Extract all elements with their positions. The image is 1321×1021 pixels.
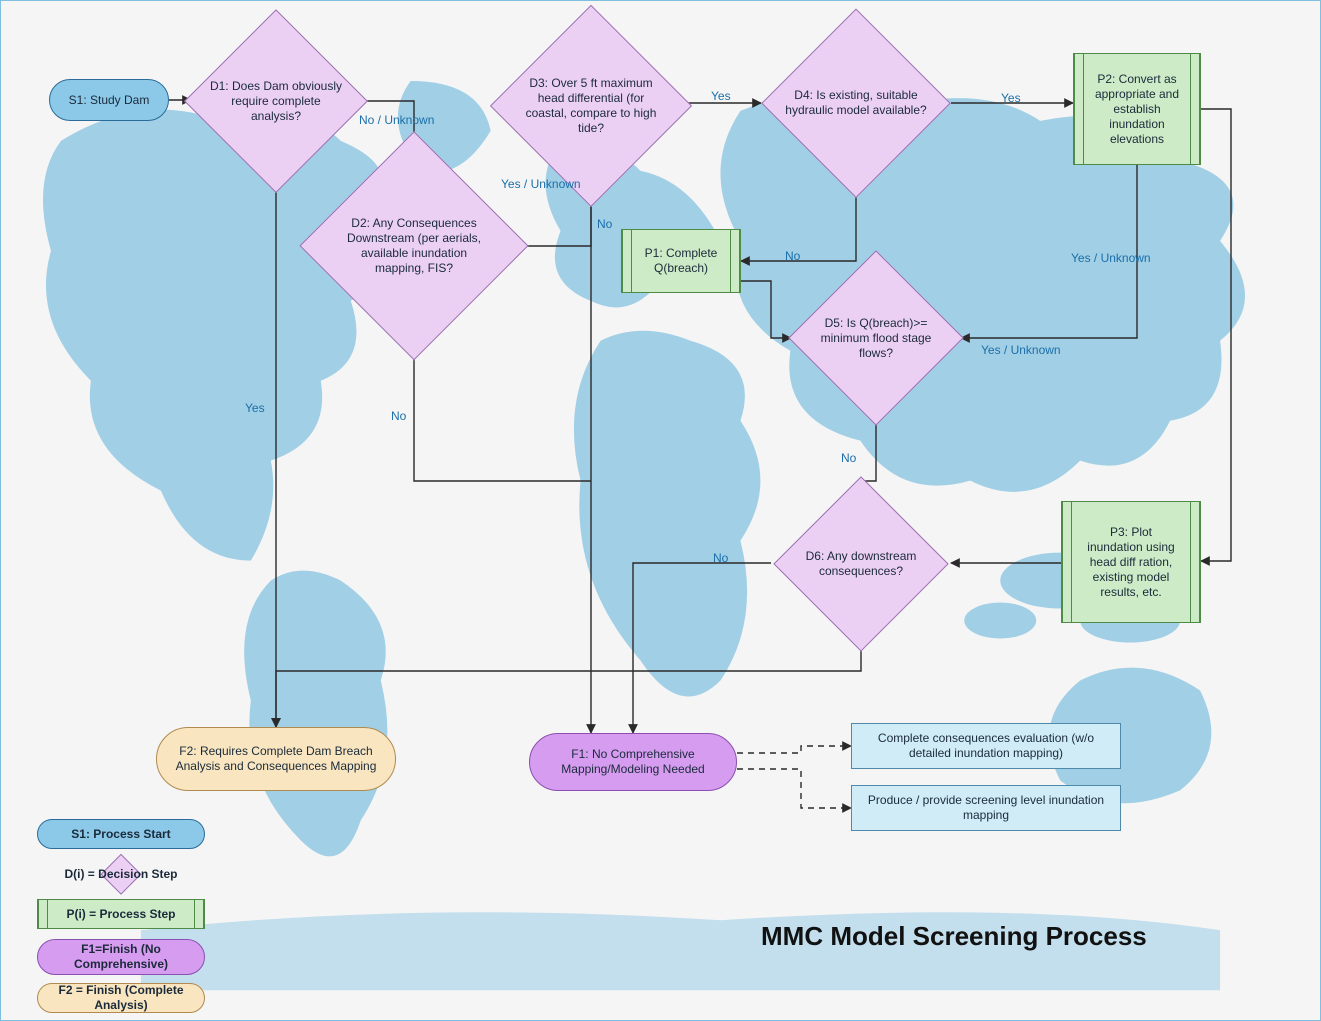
node-D5: D5: Is Q(breach)>= minimum flood stage f… [791, 273, 961, 403]
node-D2: D2: Any Consequences Downstream (per aer… [319, 161, 509, 331]
main-title: MMC Model Screening Process [761, 921, 1147, 952]
flowchart-canvas: S1: Study Dam D1: Does Dam obviously requ… [0, 0, 1321, 1021]
node-D3: D3: Over 5 ft maximum head differential … [501, 31, 681, 181]
edge-label: Yes [245, 401, 265, 415]
node-D4: D4: Is existing, suitable hydraulic mode… [761, 33, 951, 173]
edge-label: No [597, 217, 612, 231]
edge-label: No [713, 551, 728, 565]
legend-node-finish2: F2 = Finish (Complete Analysis) [37, 983, 205, 1013]
edge-label: No [841, 451, 856, 465]
legend-node-decision: D(i) = Decision Step [37, 859, 205, 889]
edge-label: No / Unknown [359, 113, 434, 127]
legend-node-start: S1: Process Start [37, 819, 205, 849]
edge-label: Yes [711, 89, 731, 103]
edge-label: Yes / Unknown [501, 177, 581, 191]
node-F1: F1: No Comprehensive Mapping/Modeling Ne… [529, 733, 737, 791]
edge-label: Yes [1001, 91, 1021, 105]
legend-node-finish1: F1=Finish (No Comprehensive) [37, 939, 205, 975]
edge-label: No [785, 249, 800, 263]
node-P2: P2: Convert as appropriate and establish… [1073, 53, 1201, 165]
node-P1: P1: Complete Q(breach) [621, 229, 741, 293]
edge-label: No [391, 409, 406, 423]
node-F2: F2: Requires Complete Dam Breach Analysi… [156, 727, 396, 791]
node-N2: Produce / provide screening level inunda… [851, 785, 1121, 831]
node-N1: Complete consequences evaluation (w/o de… [851, 723, 1121, 769]
node-D6: D6: Any downstream consequences? [771, 499, 951, 629]
edge-label: Yes / Unknown [981, 343, 1061, 357]
node-D1: D1: Does Dam obviously require complete … [191, 33, 361, 169]
node-S1: S1: Study Dam [49, 79, 169, 121]
edge-label: Yes / Unknown [1071, 251, 1151, 265]
legend-node-process: P(i) = Process Step [37, 899, 205, 929]
node-P3: P3: Plot inundation using head diff rati… [1061, 501, 1201, 623]
